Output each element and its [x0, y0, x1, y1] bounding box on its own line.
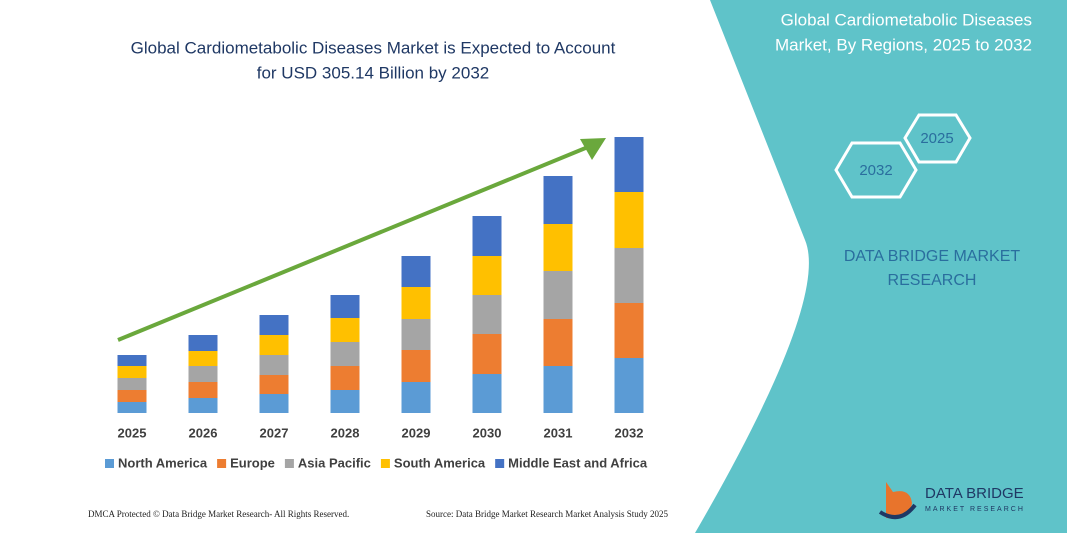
bar-segment — [472, 256, 502, 295]
legend-swatch — [105, 459, 114, 468]
x-tick-label: 2025 — [118, 425, 147, 440]
x-tick-label: 2032 — [615, 425, 644, 440]
bar-segment — [117, 378, 147, 390]
legend-swatch — [217, 459, 227, 468]
brand-text: DATA BRIDGE MARKET — [844, 248, 1021, 265]
bar-segment — [259, 394, 289, 413]
bar-segment — [330, 390, 360, 413]
bar-segment — [401, 319, 431, 350]
bar-segment — [117, 355, 147, 366]
bar-segment — [117, 390, 147, 402]
legend-swatch — [380, 459, 390, 468]
bar-segment — [614, 358, 644, 413]
bar-segment — [614, 192, 644, 248]
bar-segment — [188, 398, 218, 413]
hexagon — [903, 113, 972, 164]
bar-segment — [543, 224, 573, 271]
bar-segment — [259, 335, 289, 355]
bar-segment — [472, 374, 502, 413]
legend-swatch — [284, 459, 294, 468]
legend-label: North America — [118, 455, 208, 470]
bar-segment — [472, 295, 502, 334]
trend-arrow — [117, 145, 589, 342]
x-tick-label: 2028 — [331, 425, 360, 440]
chart-title: Global Cardiometabolic Diseases Market i… — [131, 38, 616, 57]
bar-segment — [401, 287, 431, 319]
panel-title: Market, By Regions, 2025 to 2032 — [775, 35, 1032, 54]
brand-text: RESEARCH — [888, 272, 977, 289]
legend-label: Europe — [230, 455, 275, 470]
bar-segment — [401, 256, 431, 287]
bar-segment — [543, 176, 573, 224]
bar-segment — [330, 366, 360, 390]
bar-segment — [330, 295, 360, 318]
hexagon — [834, 141, 918, 199]
bar-segment — [614, 303, 644, 358]
bar-segment — [472, 334, 502, 374]
bar-segment — [472, 216, 502, 256]
legend-swatch — [495, 459, 505, 468]
bar-segment — [188, 335, 218, 351]
hex-label: 2032 — [859, 162, 892, 179]
footer-note: DMCA Protected © Data Bridge Market Rese… — [88, 509, 349, 519]
legend-label: Asia Pacific — [298, 455, 371, 470]
bar-segment — [543, 319, 573, 366]
x-tick-label: 2031 — [544, 425, 573, 440]
panel-title: Global Cardiometabolic Diseases — [781, 10, 1032, 29]
logo-mark — [886, 482, 912, 519]
bar-segment — [188, 366, 218, 382]
bar-segment — [117, 366, 147, 378]
bar-segment — [543, 271, 573, 319]
arrow-head — [580, 138, 606, 160]
bar-segment — [614, 137, 644, 192]
bar-segment — [259, 315, 289, 335]
chart-title: for USD 305.14 Billion by 2032 — [257, 63, 489, 82]
legend-label: South America — [394, 455, 486, 470]
side-panel — [695, 0, 1067, 533]
bar-segment — [259, 375, 289, 394]
logo-mark — [878, 503, 917, 520]
logo-text: MARKET RESEARCH — [925, 506, 1025, 513]
bar-segment — [188, 351, 218, 366]
bar-segment — [543, 366, 573, 413]
x-tick-label: 2030 — [473, 425, 502, 440]
footer-note: Source: Data Bridge Market Research Mark… — [426, 509, 668, 519]
bar-segment — [401, 382, 431, 413]
bar-segment — [188, 382, 218, 398]
x-tick-label: 2029 — [402, 425, 431, 440]
bar-segment — [401, 350, 431, 382]
logo-text: DATA BRIDGE — [925, 485, 1024, 502]
x-tick-label: 2027 — [260, 425, 289, 440]
logo: DATA BRIDGE MARKET RESEARCH — [878, 482, 1025, 520]
bar-segment — [259, 355, 289, 375]
hex-label: 2025 — [920, 130, 953, 147]
bar-segment — [117, 402, 147, 413]
x-tick-label: 2026 — [189, 425, 218, 440]
bar-segment — [330, 318, 360, 342]
bar-segment — [330, 342, 360, 366]
legend-label: Middle East and Africa — [508, 455, 648, 470]
bar-segment — [614, 248, 644, 303]
